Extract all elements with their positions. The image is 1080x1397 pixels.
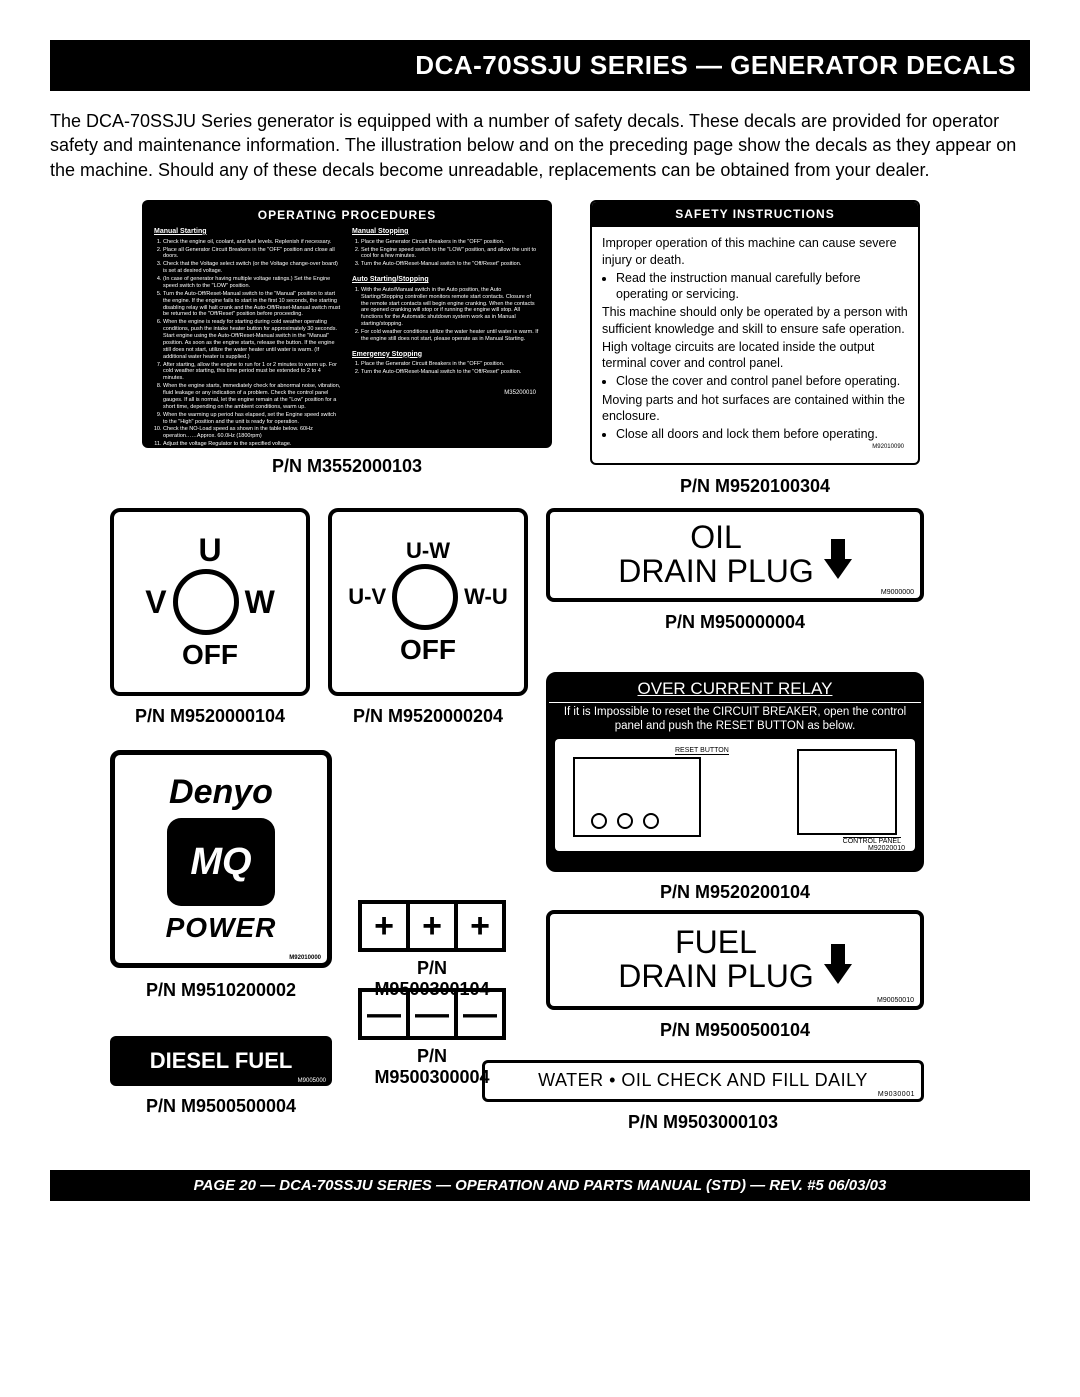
safety-heading: SAFETY INSTRUCTIONS: [592, 202, 918, 228]
ocr-reset-label: RESET BUTTON: [675, 747, 729, 755]
diesel-num: M9005000: [298, 1078, 326, 1084]
sel-a-left: V: [145, 584, 166, 621]
diesel-text: DIESEL FUEL: [150, 1048, 293, 1074]
fuel-pn: P/N M9500500104: [546, 1020, 924, 1041]
manual-stopping-list: Place the Generator Circuit Breakers in …: [352, 239, 540, 269]
safety-p4: Moving parts and hot surfaces are contai…: [602, 392, 908, 425]
ocr-relay-box-icon: [573, 757, 701, 837]
emergency-stopping-title: Emergency Stopping: [352, 351, 540, 360]
safety-p2: This machine should only be operated by …: [602, 304, 908, 337]
watoil-num: M9030001: [878, 1091, 915, 1098]
minus-cell: —: [362, 992, 406, 1036]
diesel-fuel-decal: DIESEL FUEL M9005000: [110, 1036, 332, 1086]
auto-start-stop-title: Auto Starting/Stopping: [352, 276, 540, 285]
safety-num: M92010090: [602, 444, 908, 452]
op-proc-pn: P/N M3552000103: [142, 456, 552, 477]
minus-cell: —: [406, 992, 454, 1036]
safety-b1: Read the instruction manual carefully be…: [616, 270, 908, 303]
minus-cell: —: [454, 992, 502, 1036]
fuel-line2: DRAIN PLUG: [618, 960, 814, 994]
plus-cell: +: [362, 904, 406, 948]
page-title-bar: DCA-70SSJU SERIES — GENERATOR DECALS: [50, 40, 1030, 91]
diesel-pn: P/N M9500500004: [110, 1096, 332, 1117]
fuel-num: M90050010: [877, 997, 914, 1004]
sel-a-top: U: [198, 532, 221, 569]
manual-stopping-title: Manual Stopping: [352, 228, 540, 237]
minus-terminal-decal: — — —: [358, 988, 506, 1040]
fuel-line1: FUEL: [618, 926, 814, 960]
op-proc-heading: OPERATING PROCEDURES: [154, 208, 540, 222]
emergency-stopping-list: Place the Generator Circuit Breakers in …: [352, 361, 540, 376]
selector-a-pn: P/N M9520000104: [110, 706, 310, 727]
arrow-down-icon: [824, 559, 852, 579]
plus-cell: +: [406, 904, 454, 948]
ocr-text: If it is Impossible to reset the CIRCUIT…: [549, 703, 921, 740]
selector-a-decal: U V W OFF: [110, 508, 310, 696]
selector-b-decal: U-W U-V W-U OFF: [328, 508, 528, 696]
op-proc-num: M35200010: [352, 390, 540, 398]
denyo-mq-power-decal: Denyo MQ POWER M92010000: [110, 750, 332, 968]
sel-b-right: W-U: [464, 584, 508, 610]
ocr-cp-label: CONTROL PANEL: [843, 837, 901, 845]
ocr-pn: P/N M9520200104: [546, 882, 924, 903]
water-oil-check-decal: WATER • OIL CHECK AND FILL DAILY M903000…: [482, 1060, 924, 1102]
safety-p1: Improper operation of this machine can c…: [602, 235, 908, 268]
sel-a-off: OFF: [182, 639, 238, 671]
selector-circle-icon: [173, 569, 239, 635]
safety-b2: Close the cover and control panel before…: [616, 373, 908, 389]
ocr-num: M92020010: [868, 845, 905, 852]
sel-b-left: U-V: [348, 584, 386, 610]
operating-procedures-decal: OPERATING PROCEDURES Manual Starting Che…: [142, 200, 552, 448]
sel-b-off: OFF: [400, 634, 456, 666]
watoil-text: WATER • OIL CHECK AND FILL DAILY: [538, 1070, 868, 1091]
denyo-top: Denyo: [169, 773, 273, 812]
safety-pn: P/N M9520100304: [590, 476, 920, 497]
safety-instructions-decal: SAFETY INSTRUCTIONS Improper operation o…: [590, 200, 920, 465]
over-current-relay-decal: OVER CURRENT RELAY If it is Impossible t…: [546, 672, 924, 872]
mq-logo-icon: MQ: [167, 818, 275, 906]
oil-line2: DRAIN PLUG: [618, 555, 814, 589]
selector-b-pn: P/N M9520000204: [328, 706, 528, 727]
plus-cell: +: [454, 904, 502, 948]
sel-a-right: W: [245, 584, 275, 621]
fuel-drain-plug-decal: FUEL DRAIN PLUG M90050010: [546, 910, 924, 1010]
oil-drain-plug-decal: OIL DRAIN PLUG M9000000: [546, 508, 924, 602]
oil-pn: P/N M950000004: [546, 612, 924, 633]
manual-starting-list: Check the engine oil, coolant, and fuel …: [154, 239, 342, 448]
denyo-num: M92010000: [289, 955, 321, 961]
safety-b3: Close all doors and lock them before ope…: [616, 426, 908, 442]
ocr-heading: OVER CURRENT RELAY: [549, 675, 921, 703]
safety-p3: High voltage circuits are located inside…: [602, 339, 908, 372]
oil-line1: OIL: [618, 521, 814, 555]
selector-circle-icon: [392, 564, 458, 630]
page-footer-bar: PAGE 20 — DCA-70SSJU SERIES — OPERATION …: [50, 1170, 1030, 1201]
denyo-bot: POWER: [166, 912, 277, 944]
sel-b-top: U-W: [406, 538, 450, 564]
manual-starting-title: Manual Starting: [154, 228, 342, 237]
auto-start-stop-list: With the Auto/Manual switch in the Auto …: [352, 287, 540, 343]
intro-paragraph: The DCA-70SSJU Series generator is equip…: [50, 109, 1030, 182]
arrow-down-icon: [824, 964, 852, 984]
ocr-panel-box-icon: [797, 749, 897, 835]
oil-num: M9000000: [881, 589, 914, 596]
watoil-pn: P/N M9503000103: [482, 1112, 924, 1133]
decals-layout: OPERATING PROCEDURES Manual Starting Che…: [50, 200, 1030, 1160]
denyo-pn: P/N M9510200002: [110, 980, 332, 1001]
plus-terminal-decal: + + +: [358, 900, 506, 952]
ocr-diagram: RESET BUTTON CONTROL PANEL M92020010: [555, 739, 915, 851]
